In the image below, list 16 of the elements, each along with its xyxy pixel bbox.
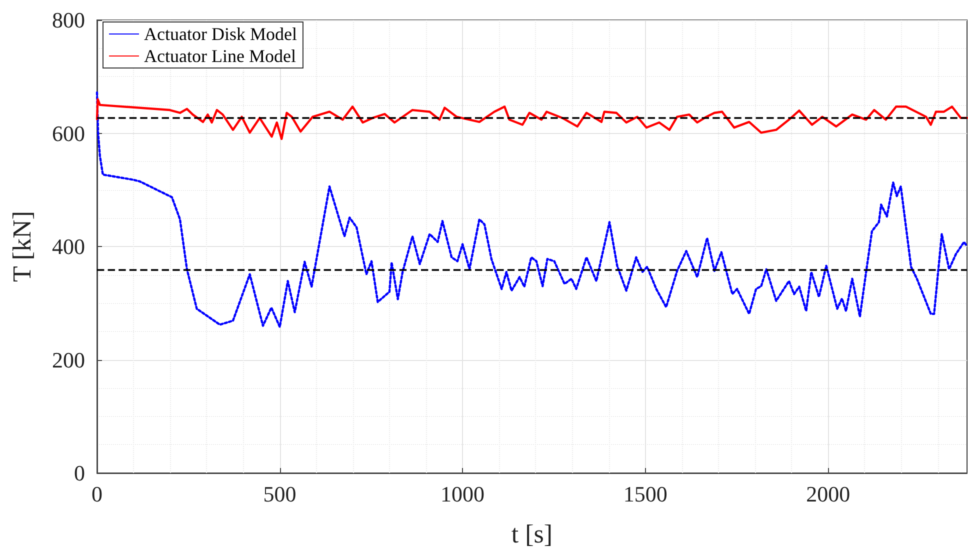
y-tick-label: 600: [52, 120, 85, 146]
y-tick-label: 400: [52, 234, 85, 259]
x-axis-title: t [s]: [511, 520, 553, 548]
legend-label: Actuator Line Model: [144, 46, 296, 66]
y-axis-title: T [kN]: [8, 210, 36, 282]
legend-label: Actuator Disk Model: [144, 24, 297, 44]
x-tick-label: 0: [92, 482, 102, 506]
y-tick-label: 200: [52, 347, 85, 372]
x-tick-label: 2000: [806, 482, 850, 506]
x-tick-label: 500: [263, 482, 296, 506]
x-tick-label: 1000: [440, 482, 485, 506]
x-tick-label: 1500: [623, 482, 668, 506]
y-tick-label: 800: [52, 8, 85, 32]
y-tick-label: 0: [74, 460, 85, 486]
line-series: [96, 98, 968, 140]
line-series: [96, 91, 968, 328]
